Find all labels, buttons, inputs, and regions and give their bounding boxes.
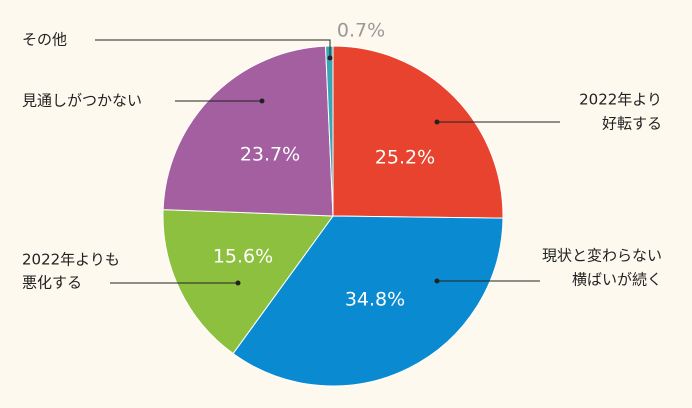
leader-dot [434, 119, 440, 125]
value-label: 34.8% [345, 289, 405, 311]
pie-slice [325, 45, 334, 217]
category-label: 悪化する [22, 274, 82, 292]
leader-line [95, 39, 331, 58]
value-label: 25.2% [375, 147, 435, 169]
category-label: 横ばいが続く [572, 271, 662, 289]
value-label: 15.6% [213, 246, 273, 268]
category-label: 2022年より [579, 91, 662, 109]
leader-dot [327, 55, 333, 61]
leader-dot [434, 278, 440, 284]
category-label: その他 [22, 31, 67, 49]
category-label: 現状と変わらない [542, 247, 662, 265]
pie-slice [332, 45, 504, 219]
category-label: 好転する [602, 115, 662, 133]
value-label: 23.7% [240, 144, 300, 166]
category-label: 見通しがつかない [22, 92, 142, 110]
category-label: 2022年よりも [22, 251, 120, 269]
leader-dot [235, 280, 241, 286]
pie-slice [162, 45, 334, 217]
pie-slice [162, 209, 334, 355]
pie-slice [232, 215, 504, 387]
value-label: 0.7% [337, 20, 385, 42]
leader-dot [259, 98, 265, 104]
